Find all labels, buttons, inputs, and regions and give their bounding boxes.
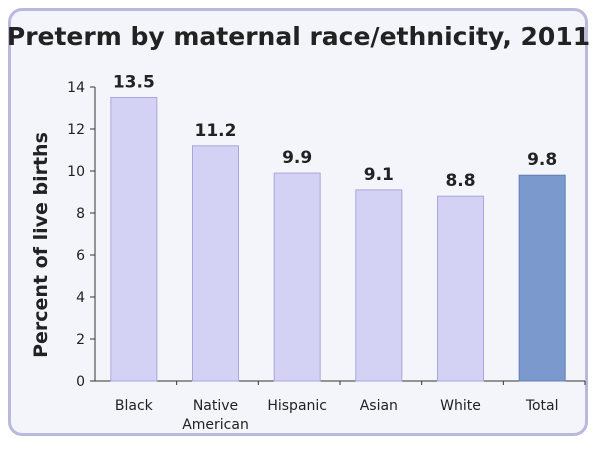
data-label: 9.9 xyxy=(282,148,312,168)
y-tick-label: 2 xyxy=(76,332,85,348)
x-tick-label: White xyxy=(440,398,481,414)
data-label: 8.8 xyxy=(445,171,475,191)
data-label: 9.8 xyxy=(527,150,557,170)
bar-hispanic xyxy=(273,172,321,382)
y-tick-label: 14 xyxy=(67,80,85,96)
x-tick-label: Asian xyxy=(360,398,398,414)
bar-asian xyxy=(355,189,403,382)
y-tick-label: 6 xyxy=(76,248,85,264)
x-tick-label: Black xyxy=(115,398,154,414)
y-tick-label: 10 xyxy=(67,164,85,180)
y-tick-label: 4 xyxy=(76,290,85,306)
y-tick-label: 0 xyxy=(76,374,85,390)
bar-white xyxy=(437,195,484,382)
bar-black xyxy=(110,97,158,382)
chart-title: Preterm by maternal race/ethnicity, 2011 xyxy=(6,22,591,51)
y-tick-label: 12 xyxy=(67,122,85,138)
x-tick-label: Total xyxy=(525,398,559,414)
bar-native-american xyxy=(192,145,239,382)
data-label: 9.1 xyxy=(364,165,394,185)
x-tick-label: Hispanic xyxy=(267,398,327,414)
data-label: 11.2 xyxy=(195,121,237,141)
data-label: 13.5 xyxy=(113,73,155,93)
bar-total xyxy=(518,174,566,382)
x-tick-label: Native American xyxy=(182,398,249,433)
y-tick-label: 8 xyxy=(76,206,85,222)
